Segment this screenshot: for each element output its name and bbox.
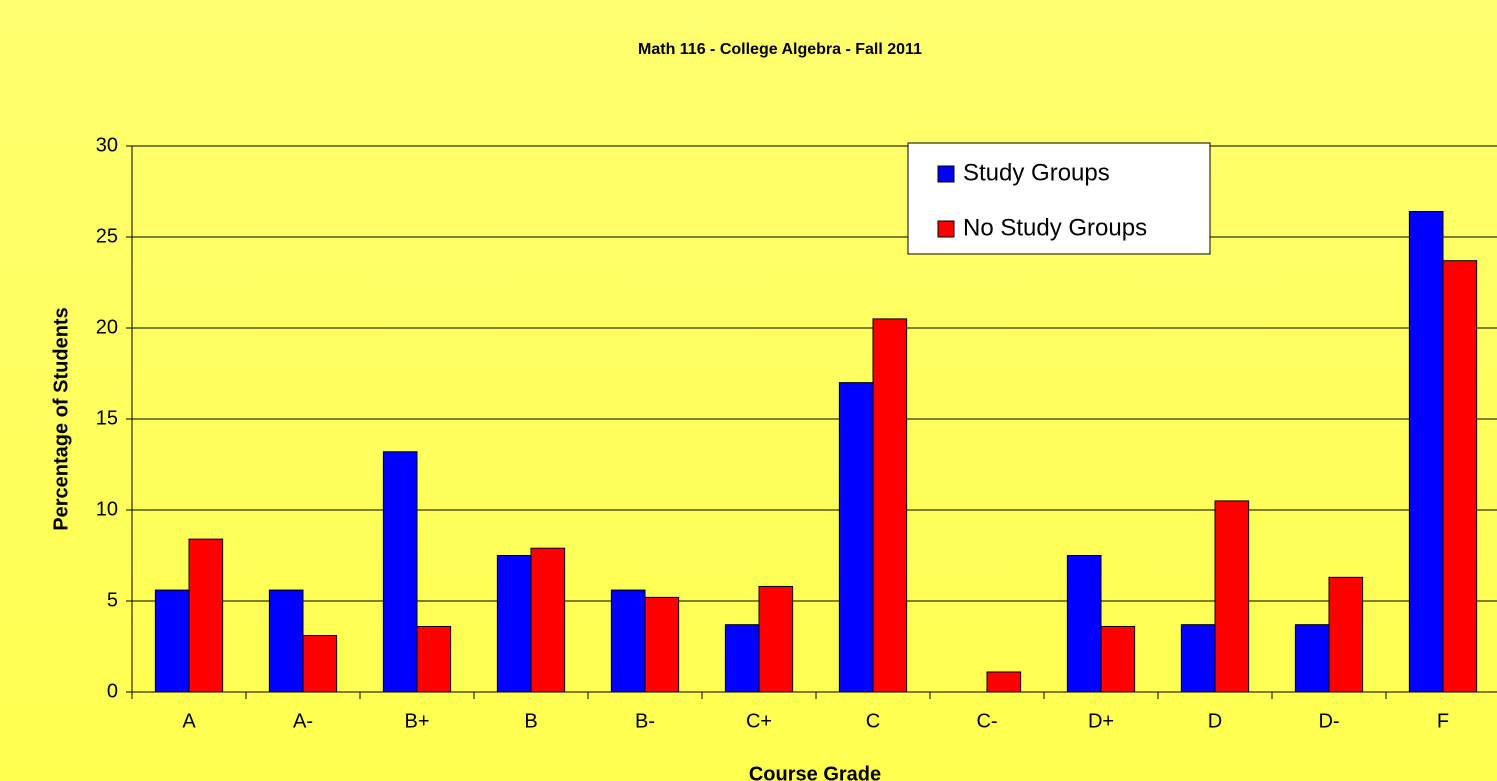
legend-swatch (937, 165, 955, 183)
bar (1294, 624, 1330, 693)
y-tick-label: 0 (107, 680, 118, 702)
bar (1180, 624, 1216, 693)
x-tick-label: B+ (404, 710, 429, 732)
y-tick-label: 15 (96, 407, 118, 429)
bar (1442, 260, 1478, 693)
chart-title: Math 116 - College Algebra - Fall 2011 (638, 41, 922, 58)
y-tick-label: 5 (107, 589, 118, 611)
x-axis-label: Course Grade (749, 763, 881, 781)
bar (1408, 211, 1444, 693)
x-tick-label: B- (635, 710, 655, 732)
bar (188, 538, 224, 693)
bar (268, 589, 304, 693)
legend-label: Study Groups (963, 159, 1110, 186)
x-tick-label: C (866, 710, 880, 732)
y-tick-label: 30 (96, 134, 118, 156)
y-tick-label: 20 (96, 316, 118, 338)
y-tick-label: 25 (96, 225, 118, 247)
legend-label: No Study Groups (963, 214, 1147, 241)
bar (758, 585, 794, 693)
x-tick-label: D+ (1088, 710, 1114, 732)
bar (872, 318, 908, 693)
bar (496, 555, 532, 693)
x-tick-label: A (182, 710, 196, 732)
bar (1100, 625, 1136, 693)
bar (154, 589, 190, 693)
x-tick-label: B (524, 710, 537, 732)
x-tick-label: A- (293, 710, 313, 732)
x-tick-label: D- (1318, 710, 1339, 732)
bar (1328, 576, 1364, 693)
bar (838, 382, 874, 693)
x-tick-label: F (1437, 710, 1449, 732)
bar (644, 596, 680, 693)
x-tick-label: C+ (746, 710, 772, 732)
bar (416, 625, 452, 693)
bar (1214, 500, 1250, 693)
legend-box (907, 142, 1211, 255)
bar (382, 451, 418, 693)
bar (1066, 555, 1102, 693)
y-axis-label: Percentage of Students (50, 307, 72, 530)
bar (986, 671, 1022, 693)
y-tick-label: 10 (96, 498, 118, 520)
bar (610, 589, 646, 693)
bar (530, 547, 566, 693)
x-tick-label: C- (976, 710, 997, 732)
bar (302, 635, 338, 693)
bar (724, 624, 760, 693)
x-tick-label: D (1208, 710, 1222, 732)
legend-swatch (937, 220, 955, 238)
